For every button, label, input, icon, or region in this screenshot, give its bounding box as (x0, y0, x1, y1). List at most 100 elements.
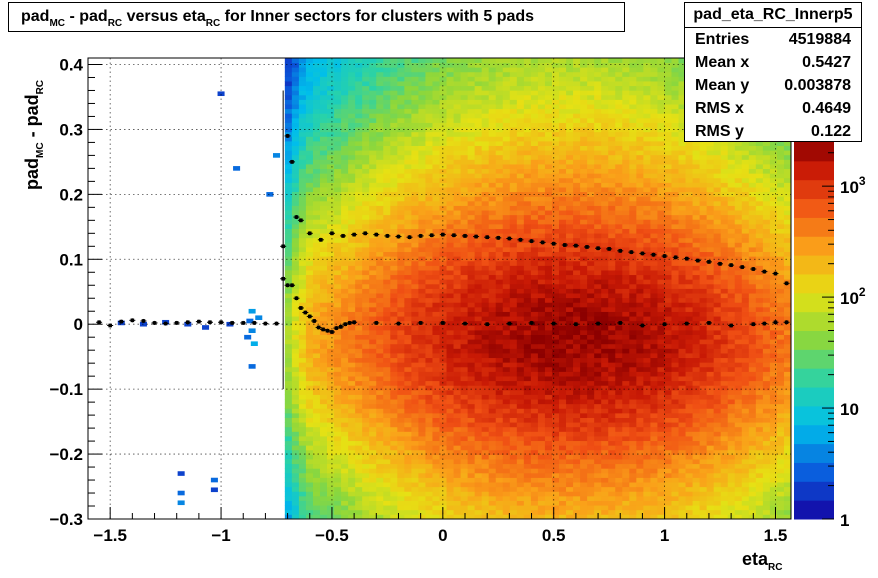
heatmap-cell (411, 302, 419, 308)
heatmap-cell (404, 260, 412, 266)
heatmap-cell (355, 260, 363, 266)
heatmap-cell (474, 58, 483, 64)
heatmap-cell (291, 422, 300, 428)
heatmap-cell (432, 311, 440, 317)
heatmap-cell (502, 371, 511, 377)
heatmap-cell (425, 127, 433, 133)
heatmap-cell (284, 136, 293, 142)
heatmap-cell (495, 205, 504, 211)
heatmap-cell (425, 113, 433, 119)
heatmap-cell (383, 445, 391, 451)
heatmap-cell (629, 94, 637, 100)
heatmap-cell (566, 495, 574, 501)
heatmap-cell (460, 122, 469, 128)
heatmap-cell (509, 223, 518, 229)
heatmap-cell (355, 468, 363, 474)
heatmap-cell (502, 274, 511, 280)
heatmap-cell (530, 210, 539, 216)
heatmap-cell (376, 389, 384, 395)
heatmap-cell (362, 94, 370, 100)
heatmap-cell (629, 274, 637, 280)
heatmap-cell (566, 117, 574, 123)
heatmap-cell (467, 459, 476, 465)
heatmap-cell (291, 140, 300, 146)
heatmap-cell (601, 417, 609, 423)
heatmap-cell (488, 339, 497, 345)
heatmap-cell (544, 247, 553, 253)
heatmap-cell (298, 90, 307, 96)
heatmap-cell (284, 104, 293, 110)
heatmap-cell (334, 270, 342, 276)
heatmap-cell (390, 256, 398, 262)
heatmap-cell (432, 104, 440, 110)
heatmap-cell (291, 339, 300, 345)
heatmap-cell (622, 210, 630, 216)
heatmap-cell (453, 463, 461, 469)
heatmap-cell (397, 164, 405, 170)
heatmap-cell (418, 200, 426, 206)
heatmap-cell (467, 283, 476, 289)
heatmap-cell (362, 371, 370, 377)
heatmap-cell (481, 182, 490, 188)
heatmap-cell (467, 417, 476, 423)
heatmap-cell (615, 376, 623, 382)
heatmap-cell (559, 320, 567, 326)
heatmap-cell (523, 67, 532, 73)
heatmap-cell (566, 477, 574, 483)
heatmap-cell (376, 316, 384, 322)
heatmap-cell (580, 233, 588, 239)
heatmap-cell (425, 408, 433, 414)
heatmap-cell (390, 366, 398, 372)
heatmap-cell (608, 380, 616, 386)
heatmap-cell (312, 233, 321, 239)
heatmap-cell (559, 440, 567, 446)
heatmap-cell (453, 440, 461, 446)
heatmap-cell (418, 81, 426, 87)
heatmap-cell (376, 293, 384, 299)
heatmap-cell (523, 265, 532, 271)
heatmap-cell (601, 154, 609, 160)
heatmap-cell (432, 191, 440, 197)
heatmap-cell (551, 210, 560, 216)
heatmap-cell (495, 454, 504, 460)
heatmap-cell (615, 173, 623, 179)
heatmap-cell (573, 371, 581, 377)
heatmap-cell (474, 191, 483, 197)
heatmap-cell (341, 223, 349, 229)
heatmap-cell (369, 482, 377, 488)
heatmap-cell (355, 251, 363, 257)
heatmap-cell (615, 251, 623, 257)
heatmap-cell (390, 81, 398, 87)
heatmap-cell (601, 472, 609, 478)
heatmap-cell (383, 247, 391, 253)
heatmap-cell (601, 173, 609, 179)
heatmap-cell (488, 353, 497, 359)
heatmap-cell (446, 394, 454, 400)
heatmap-cell (305, 283, 314, 289)
heatmap-cell (559, 251, 567, 257)
heatmap-cell (334, 251, 342, 257)
heatmap-cell (439, 293, 447, 299)
heatmap-cell (615, 306, 623, 312)
heatmap-cell (488, 67, 497, 73)
heatmap-cell (601, 251, 609, 257)
heatmap-cell (369, 104, 377, 110)
heatmap-cell (615, 293, 623, 299)
heatmap-cell (446, 274, 454, 280)
heatmap-cell (573, 408, 581, 414)
heatmap-cell (284, 495, 293, 501)
heatmap-cell (601, 495, 609, 501)
heatmap-cell (390, 76, 398, 82)
heatmap-cell (319, 173, 328, 179)
heatmap-cell (348, 260, 356, 266)
heatmap-cell (334, 371, 342, 377)
heatmap-cell (446, 76, 454, 82)
heatmap-cell (362, 417, 370, 423)
heatmap-cell (516, 293, 525, 299)
heatmap-cell (319, 283, 328, 289)
heatmap-cell (544, 99, 553, 105)
heatmap-cell (355, 357, 363, 363)
heatmap-cell (474, 463, 483, 469)
heatmap-cell (509, 274, 518, 280)
heatmap-cell (291, 270, 300, 276)
